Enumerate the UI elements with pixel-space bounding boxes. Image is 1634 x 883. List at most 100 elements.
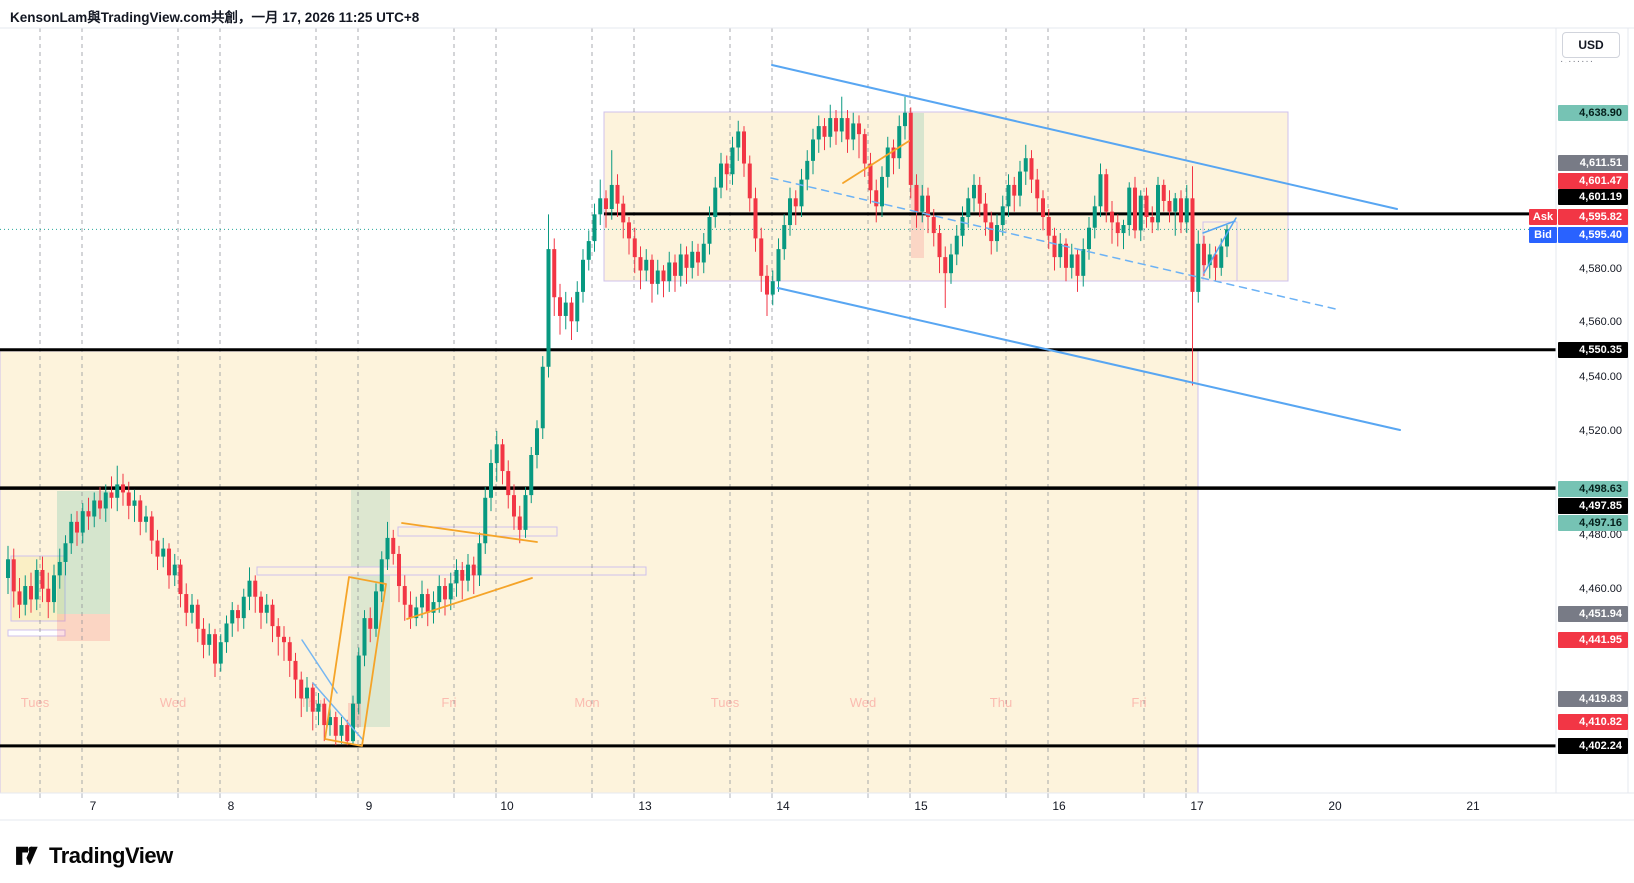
candle-body (696, 251, 700, 263)
candle-body (1144, 195, 1149, 218)
candle-body (195, 604, 200, 629)
left-thin-bar[interactable] (7, 629, 66, 637)
candle-body (408, 604, 413, 619)
candle-body (477, 543, 482, 576)
upper-zone[interactable] (603, 111, 1289, 282)
candle-body (379, 559, 384, 592)
candle-body (512, 495, 516, 517)
candle-body (724, 163, 729, 175)
candle-body (523, 495, 528, 530)
candle-body (224, 623, 229, 643)
candle-body (138, 500, 143, 522)
candle-body (540, 366, 545, 429)
strip-green[interactable] (911, 113, 924, 188)
candle-body (178, 564, 183, 595)
candle-body (1156, 184, 1160, 223)
mini-rise-b[interactable] (1202, 220, 1236, 234)
day-watermark: Fri (441, 695, 456, 710)
candle-body (17, 591, 22, 605)
candle-body (230, 610, 235, 624)
channel-upper[interactable] (771, 64, 1398, 210)
candle-body (891, 147, 896, 159)
candle-body (207, 634, 212, 645)
candle-body (1150, 217, 1155, 223)
candle-body (1202, 243, 1206, 266)
candle-body (1000, 206, 1005, 226)
orange-top-line[interactable] (842, 140, 910, 184)
candle-body (149, 516, 154, 541)
candle-body (489, 463, 493, 498)
candle-body (598, 198, 603, 215)
pennant-lower[interactable] (406, 577, 533, 620)
candle-body (460, 569, 465, 581)
pennant-bar-upper[interactable] (397, 526, 558, 537)
candle-body (822, 126, 827, 137)
clipped-price-label: ·,······ (1560, 56, 1595, 63)
candle-body (316, 703, 321, 712)
chart-title: KensonLam與TradingView.com共創，一月 17, 2026 … (10, 10, 420, 25)
candle-body (753, 198, 758, 239)
candle-body (788, 198, 792, 226)
flag-polygon[interactable] (324, 576, 387, 747)
mini-rise-a[interactable] (1203, 217, 1237, 274)
candle-body (1018, 171, 1022, 196)
candle-body (1006, 184, 1011, 207)
left-pink-box[interactable] (57, 614, 110, 641)
candle-body (627, 222, 631, 239)
candle-body (92, 500, 97, 517)
candle-body (920, 195, 925, 212)
candle-body (1052, 235, 1057, 258)
candle-body (546, 249, 551, 367)
candle-body (1167, 200, 1172, 212)
candle-body (385, 537, 390, 560)
candle-body (23, 586, 28, 605)
candle-body (661, 270, 666, 282)
candle-body (799, 179, 804, 207)
pennant-bar-lower[interactable] (256, 566, 647, 576)
candle-body (1041, 198, 1045, 218)
flag-line-b[interactable] (312, 682, 364, 741)
tradingview-logo[interactable]: TradingView (14, 840, 173, 872)
candle-body (862, 134, 867, 164)
candle-body (977, 184, 982, 204)
day-watermark: Tues (21, 695, 50, 710)
currency-button[interactable]: USD (1562, 32, 1620, 58)
channel-lower[interactable] (777, 287, 1401, 431)
candle-body (172, 564, 177, 576)
candle-body (391, 537, 396, 554)
candle-body (914, 184, 919, 212)
day-watermark: Wed (160, 695, 187, 710)
candle-body (1104, 174, 1109, 212)
tradingview-logo-text: TradingView (49, 843, 173, 868)
candle-body (184, 594, 189, 613)
candle-body (1023, 158, 1028, 172)
candle-body (121, 484, 125, 493)
candle-body (834, 118, 838, 132)
candle-body (1196, 243, 1201, 292)
candle-body (552, 249, 557, 298)
candle-body (667, 262, 672, 282)
candle-body (270, 604, 275, 627)
candle-body (362, 618, 367, 656)
candle-body (673, 262, 677, 276)
candle-body (1029, 158, 1034, 180)
day-watermark: Mon (574, 695, 599, 710)
candle-body (701, 243, 706, 263)
candle-body (535, 428, 539, 456)
channel-mid-dashed[interactable] (770, 177, 1341, 311)
candle-body (949, 254, 953, 274)
candle-body (885, 147, 890, 177)
candle-body (471, 564, 476, 576)
candle-body (236, 610, 240, 619)
candle-body (517, 516, 522, 530)
pennant-upper[interactable] (401, 522, 538, 543)
candle-body (11, 559, 16, 592)
candle-body (621, 203, 626, 223)
candle-body (943, 257, 948, 274)
candle-body (293, 660, 298, 680)
candle-body (1058, 243, 1063, 258)
flag-line-a[interactable] (301, 639, 338, 694)
day-watermark: Thu (990, 695, 1012, 710)
